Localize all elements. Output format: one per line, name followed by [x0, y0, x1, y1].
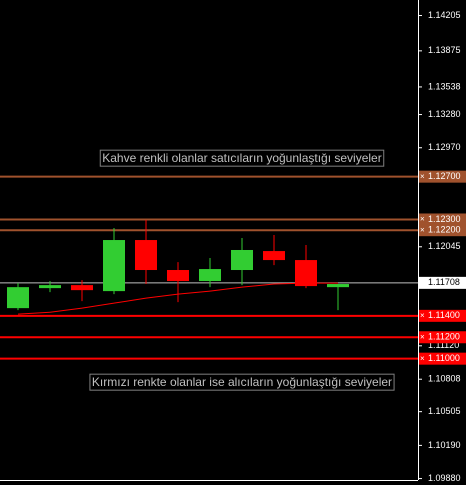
y-tick-label: 1.11120 [428, 340, 459, 350]
candle-body [263, 251, 285, 261]
candle-body [7, 287, 29, 309]
level-marker: × [420, 225, 425, 234]
level-box [419, 352, 466, 365]
level-box [419, 331, 466, 344]
moving-average [145, 293, 179, 299]
level-label: 1.12300 [428, 214, 461, 224]
moving-average [49, 307, 83, 313]
candle-body [71, 285, 93, 291]
annotation: Kırmızı renkte olanlar ise alıcıların yo… [92, 375, 392, 389]
level-box [419, 170, 466, 183]
level-box [419, 213, 466, 226]
y-tick-label: 1.10505 [428, 406, 461, 416]
annotation: Kahve renkli olanlar satıcıların yoğunla… [102, 151, 381, 165]
candle-body [39, 285, 61, 289]
annotation-box [99, 149, 385, 167]
level-marker: × [420, 354, 425, 363]
moving-average [241, 283, 275, 288]
candle-body [167, 270, 189, 282]
level-label: 1.12700 [428, 171, 461, 181]
moving-average [81, 302, 115, 309]
level-label: 1.11200 [428, 332, 460, 342]
moving-average [177, 290, 211, 295]
y-tick-label: 1.13875 [428, 45, 461, 55]
current-price-box [419, 276, 466, 289]
level-marker: × [420, 311, 425, 320]
y-tick-label: 1.12970 [428, 142, 461, 152]
y-tick-label: 1.10808 [428, 374, 461, 384]
moving-average [17, 311, 51, 315]
level-box [419, 309, 466, 322]
y-tick-label: 1.10190 [428, 440, 461, 450]
level-marker: × [420, 215, 425, 224]
candle-body [135, 240, 157, 271]
level-box [419, 224, 466, 237]
annotation-box [89, 373, 395, 391]
current-price-label: 1.11708 [428, 277, 460, 287]
y-tick-label: 1.13280 [428, 109, 461, 119]
candle-body [103, 240, 125, 292]
level-marker: × [420, 332, 425, 341]
y-tick-label: 1.12045 [428, 241, 461, 251]
level-label: 1.11000 [428, 353, 460, 363]
candle-body [295, 260, 317, 287]
candle-body [231, 249, 253, 271]
moving-average [209, 286, 243, 292]
candle-body [327, 284, 349, 288]
y-tick-label: 1.14205 [428, 10, 461, 20]
level-marker: × [420, 172, 425, 181]
y-tick-label: 1.13538 [428, 81, 461, 91]
moving-average [113, 297, 147, 304]
level-label: 1.12200 [428, 225, 461, 235]
candle-body [199, 269, 221, 282]
level-label: 1.11400 [428, 310, 460, 320]
y-tick-label: 1.09880 [428, 473, 461, 483]
